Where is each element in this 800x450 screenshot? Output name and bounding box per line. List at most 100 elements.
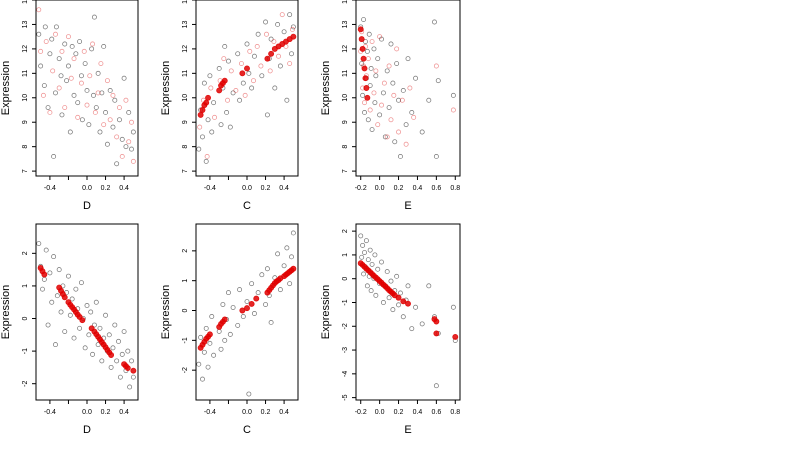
data-point bbox=[221, 316, 228, 323]
x-tick-label: 0.0 bbox=[82, 409, 92, 416]
data-point bbox=[209, 129, 215, 135]
data-point bbox=[91, 92, 96, 98]
data-point bbox=[220, 302, 226, 307]
x-axis-label: E bbox=[404, 424, 411, 436]
data-point bbox=[289, 254, 294, 260]
data-point bbox=[207, 340, 213, 346]
data-point bbox=[218, 346, 224, 352]
data-point bbox=[110, 92, 116, 98]
x-tick-label: 0.2 bbox=[394, 185, 404, 192]
data-point bbox=[267, 68, 273, 74]
data-point bbox=[73, 286, 79, 292]
y-tick-label: 7 bbox=[182, 169, 189, 173]
data-point bbox=[103, 109, 108, 115]
data-point bbox=[375, 56, 381, 62]
data-point bbox=[237, 287, 243, 293]
data-point bbox=[207, 73, 213, 79]
x-tick-label: -0.4 bbox=[44, 185, 56, 192]
data-point bbox=[289, 26, 295, 32]
data-point bbox=[276, 53, 281, 59]
y-axis-label: Expression bbox=[160, 285, 172, 339]
data-point bbox=[433, 318, 440, 325]
data-point bbox=[51, 254, 57, 260]
series-1 bbox=[358, 233, 458, 389]
data-point bbox=[365, 257, 371, 263]
data-point bbox=[53, 24, 59, 30]
y-tick-label: 9 bbox=[342, 120, 349, 124]
y-tick-label: 1 bbox=[182, 279, 189, 283]
data-point bbox=[375, 122, 381, 128]
data-point bbox=[392, 139, 398, 145]
data-point bbox=[38, 48, 44, 54]
data-point bbox=[62, 329, 68, 335]
series-2 bbox=[358, 29, 456, 147]
data-point bbox=[358, 233, 364, 239]
data-point bbox=[49, 299, 55, 305]
data-point bbox=[413, 304, 419, 310]
data-point bbox=[375, 266, 381, 272]
plot-frame bbox=[195, 0, 299, 177]
data-point bbox=[426, 283, 432, 289]
data-point bbox=[117, 374, 123, 380]
data-point bbox=[230, 90, 236, 96]
y-tick-label: 11 bbox=[342, 70, 349, 77]
data-point bbox=[433, 63, 439, 69]
data-point bbox=[212, 114, 217, 120]
x-tick-label: 0.0 bbox=[242, 185, 252, 192]
data-point bbox=[201, 80, 207, 86]
data-point bbox=[373, 68, 379, 74]
data-point bbox=[221, 56, 227, 62]
data-point bbox=[384, 269, 390, 275]
x-tick-label: 0.2 bbox=[101, 409, 111, 416]
x-tick-label: -0.4 bbox=[44, 409, 56, 416]
data-point bbox=[222, 43, 228, 49]
data-point bbox=[200, 376, 205, 382]
data-point bbox=[224, 109, 230, 115]
data-point bbox=[121, 75, 127, 81]
data-point bbox=[371, 90, 377, 96]
data-point bbox=[97, 325, 103, 331]
data-point bbox=[372, 252, 378, 258]
y-tick-label: -2 bbox=[22, 380, 29, 386]
data-point bbox=[279, 12, 285, 18]
data-point bbox=[242, 92, 248, 98]
data-point bbox=[124, 365, 131, 372]
data-point bbox=[43, 247, 49, 253]
y-axis-label: Expression bbox=[0, 285, 12, 339]
data-point bbox=[86, 122, 92, 128]
data-point bbox=[91, 14, 97, 20]
data-point bbox=[246, 391, 252, 397]
data-point bbox=[379, 102, 384, 108]
data-point bbox=[81, 48, 87, 54]
data-point bbox=[284, 245, 290, 251]
data-point bbox=[407, 85, 413, 91]
data-point bbox=[244, 65, 250, 72]
x-axis-label: C bbox=[243, 200, 251, 212]
data-point bbox=[405, 300, 411, 307]
data-point bbox=[104, 141, 110, 147]
data-point bbox=[71, 335, 77, 341]
data-point bbox=[271, 39, 277, 45]
data-point bbox=[399, 97, 405, 103]
data-point bbox=[216, 65, 222, 71]
data-point bbox=[107, 87, 113, 93]
data-point bbox=[127, 384, 133, 390]
data-point bbox=[382, 134, 388, 140]
data-point bbox=[287, 61, 293, 67]
data-point bbox=[78, 280, 84, 286]
data-point bbox=[114, 161, 120, 167]
data-point bbox=[42, 24, 48, 30]
data-point bbox=[361, 271, 367, 277]
data-point bbox=[41, 83, 47, 89]
data-point bbox=[84, 87, 90, 93]
data-point bbox=[56, 267, 62, 273]
data-point bbox=[108, 352, 115, 358]
data-point bbox=[366, 31, 372, 37]
data-point bbox=[290, 230, 296, 236]
data-point bbox=[99, 358, 105, 364]
y-tick-label: -2 bbox=[342, 323, 349, 329]
data-point bbox=[203, 158, 209, 164]
y-tick-label: 8 bbox=[342, 145, 349, 149]
data-point bbox=[371, 46, 377, 52]
y-tick-label: 9 bbox=[182, 120, 189, 124]
